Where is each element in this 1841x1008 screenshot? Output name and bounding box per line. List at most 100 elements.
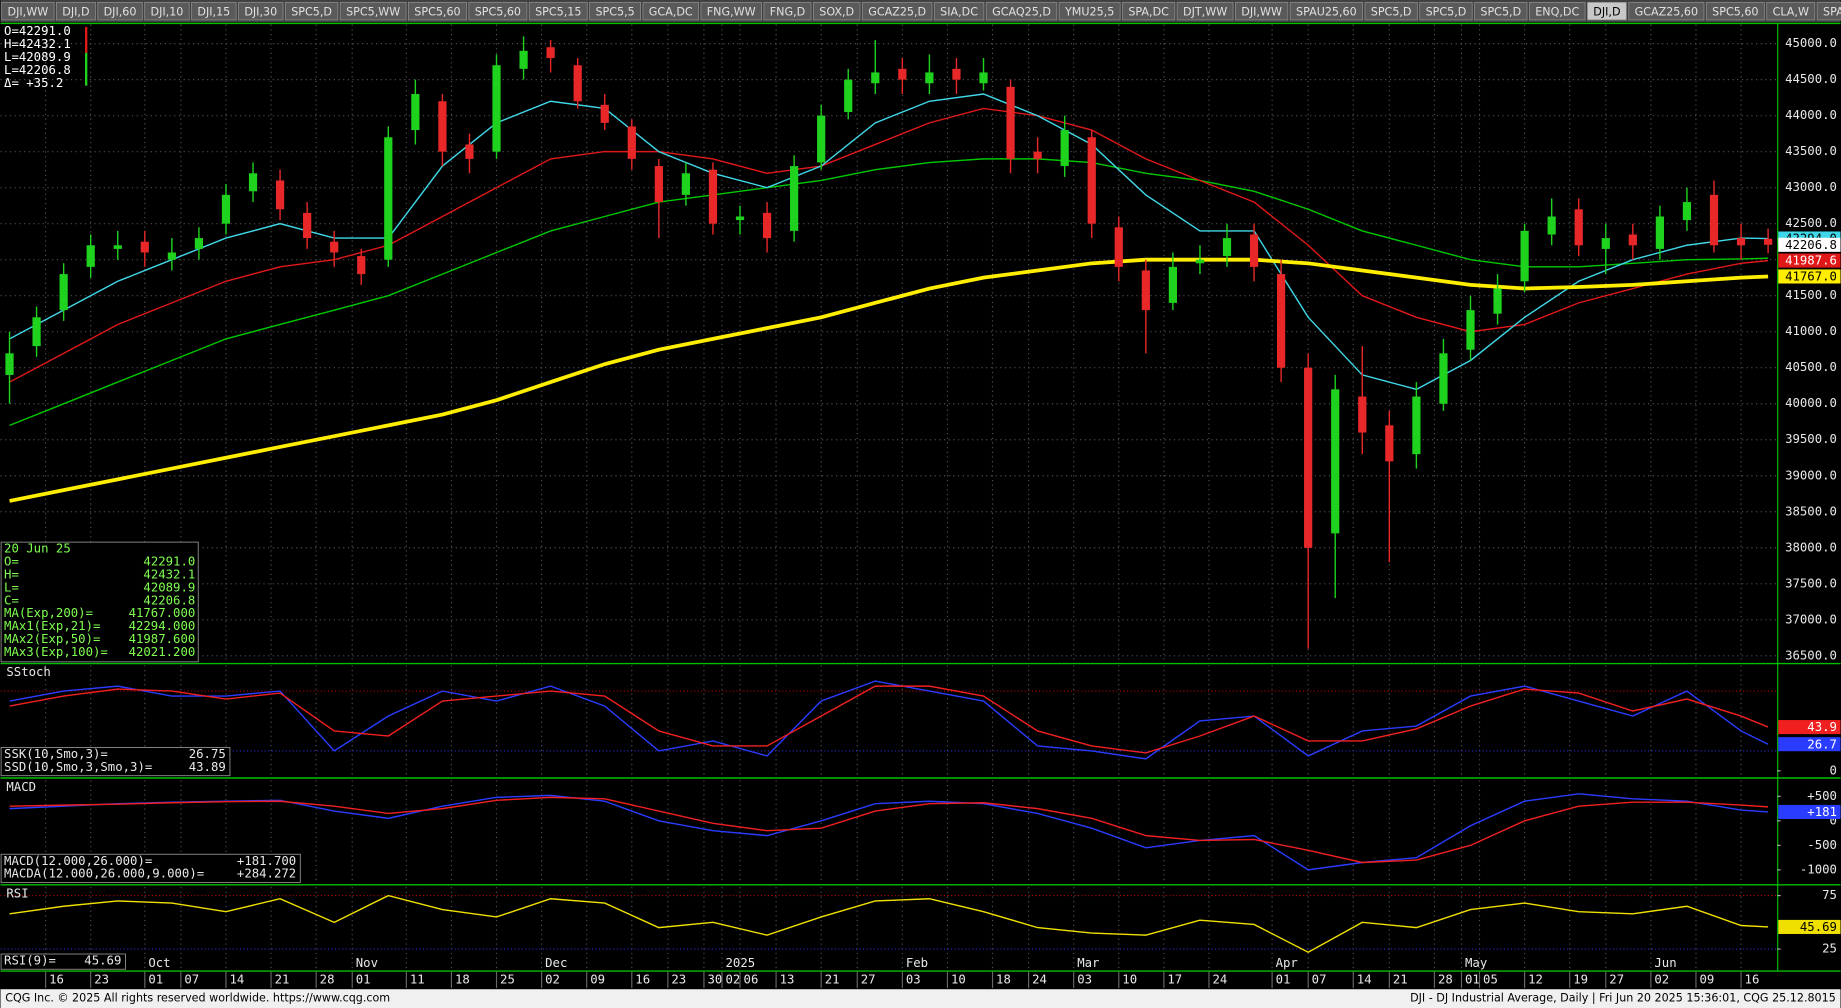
tab[interactable]: SPC5,WW [339,1,407,21]
tab-bg[interactable] [528,1,588,21]
tab-bg[interactable] [144,1,190,21]
tab-label[interactable]: DJI,60 [104,5,137,18]
tab[interactable]: SPC5,60 [468,1,528,21]
tab-bg[interactable] [97,1,143,21]
tab-bg[interactable] [933,1,985,21]
tab-label[interactable]: GCAZ25,D [868,5,926,18]
tab[interactable]: FNG,D [763,1,812,21]
tab-bg[interactable] [468,1,528,21]
tab[interactable]: SPAU25,60 [1289,1,1363,21]
tab-label[interactable]: GCAQ25,D [992,5,1051,18]
tab-label[interactable]: SPC5,D [1426,5,1467,18]
tab-bg[interactable] [1587,1,1627,21]
tab[interactable]: SIA,DC [933,1,985,21]
tab-label[interactable]: SPC5,WW [346,5,400,18]
tab-bg[interactable] [812,1,861,21]
tab-label[interactable]: SPC5,60 [475,5,521,18]
tab-bg[interactable] [1528,1,1586,21]
tab[interactable]: DJI,WW [1235,1,1289,21]
tab-bg[interactable] [1419,1,1473,21]
tab-label[interactable]: SPC5,D [1480,5,1521,18]
tab-label[interactable]: SPC5,5 [595,5,634,18]
tab[interactable]: GCAQ25,D [985,1,1058,21]
tab-bg[interactable] [1058,1,1121,21]
tab[interactable]: SPC5,15 [528,1,588,21]
tab-bg[interactable] [191,1,237,21]
tab-label[interactable]: DJI,10 [151,5,184,18]
tab-label[interactable]: SPC5,D [1371,5,1412,18]
tab-bg[interactable] [985,1,1058,21]
tab-label[interactable]: SOX,D [819,5,854,18]
tab[interactable]: SPC5,D [1364,1,1418,21]
tab-bg[interactable] [408,1,467,21]
tab-label[interactable]: SPC5,D [291,5,332,18]
tab-bg[interactable] [1628,1,1705,21]
tab-label[interactable]: SPC5,60 [1712,5,1758,18]
tab[interactable]: DJI,D [56,1,96,21]
tab-label[interactable]: GCA,DC [649,5,693,18]
tab-bg[interactable] [1289,1,1363,21]
tab-label[interactable]: DJI,15 [197,5,230,18]
tab[interactable]: GCA,DC [642,1,699,21]
tab-bg[interactable] [1176,1,1234,21]
tab-bg[interactable] [700,1,762,21]
tab-bg[interactable] [339,1,407,21]
tab[interactable]: DJI,WW [1,1,55,21]
tab[interactable]: SPA,DC [1122,1,1176,21]
tab[interactable]: DJI,10 [144,1,190,21]
tab-label[interactable]: CLA,W [1773,5,1809,18]
tab-bg[interactable] [763,1,812,21]
tab-label[interactable]: SPA,DC [1128,5,1169,18]
tab-bg[interactable] [589,1,642,21]
tab-bg[interactable] [1816,1,1841,21]
tab[interactable]: DJI,D [1587,1,1627,21]
tab-bg[interactable] [1122,1,1176,21]
tab-label[interactable]: FNG,WW [707,5,756,18]
tab[interactable]: DJI,30 [238,1,284,21]
tab-label[interactable]: SPAU25,60 [1296,5,1357,18]
tab[interactable]: DJI,60 [97,1,143,21]
tab-label[interactable]: DJI,WW [8,5,49,18]
tab-bg[interactable] [861,1,933,21]
tab[interactable]: FNG,WW [700,1,762,21]
tab[interactable]: YMU25,5 [1058,1,1121,21]
tab-bg[interactable] [1766,1,1816,21]
tab-label[interactable]: DJI,D [1593,5,1620,18]
tab-label[interactable]: SPAU25,60 [1823,5,1841,18]
tab[interactable]: ENQ,DC [1528,1,1586,21]
tab-label[interactable]: FNG,D [770,5,805,18]
tab[interactable]: SPC5,D [1474,1,1528,21]
tab-bg[interactable] [56,1,96,21]
tab-bg[interactable] [1364,1,1418,21]
tab-bg[interactable] [1,1,55,21]
tab[interactable]: SPC5,5 [589,1,642,21]
tab-label[interactable]: DJI,30 [244,5,277,18]
tab-label[interactable]: ENQ,DC [1535,5,1579,18]
tab-bg[interactable] [642,1,699,21]
tab-label[interactable]: GCAZ25,60 [1635,5,1698,18]
tab-label[interactable]: YMU25,5 [1064,5,1114,18]
tab-label[interactable]: DJT,WW [1183,5,1227,18]
candle-body [1385,425,1394,462]
tab[interactable]: DJI,15 [191,1,237,21]
tab[interactable]: GCAZ25,D [861,1,933,21]
tab-label[interactable]: DJI,D [62,5,89,18]
tab-label[interactable]: DJI,WW [1241,5,1282,18]
tab-bg[interactable] [1235,1,1289,21]
tab[interactable]: SPC5,60 [1705,1,1765,21]
tab-label[interactable]: SIA,DC [940,5,978,18]
tab[interactable]: SOX,D [812,1,861,21]
tab-label[interactable]: SPC5,60 [414,5,460,18]
tab[interactable]: DJT,WW [1176,1,1234,21]
tab-bg[interactable] [1474,1,1528,21]
tab-bg[interactable] [284,1,339,21]
tab[interactable]: SPAU25,60 [1816,1,1841,21]
tab[interactable]: SPC5,D [1419,1,1473,21]
tab[interactable]: SPC5,D [284,1,339,21]
tab[interactable]: SPC5,60 [408,1,467,21]
tab-bg[interactable] [1705,1,1765,21]
tab[interactable]: GCAZ25,60 [1628,1,1705,21]
tab-label[interactable]: SPC5,15 [535,5,581,18]
tab[interactable]: CLA,W [1766,1,1816,21]
tab-bg[interactable] [238,1,284,21]
